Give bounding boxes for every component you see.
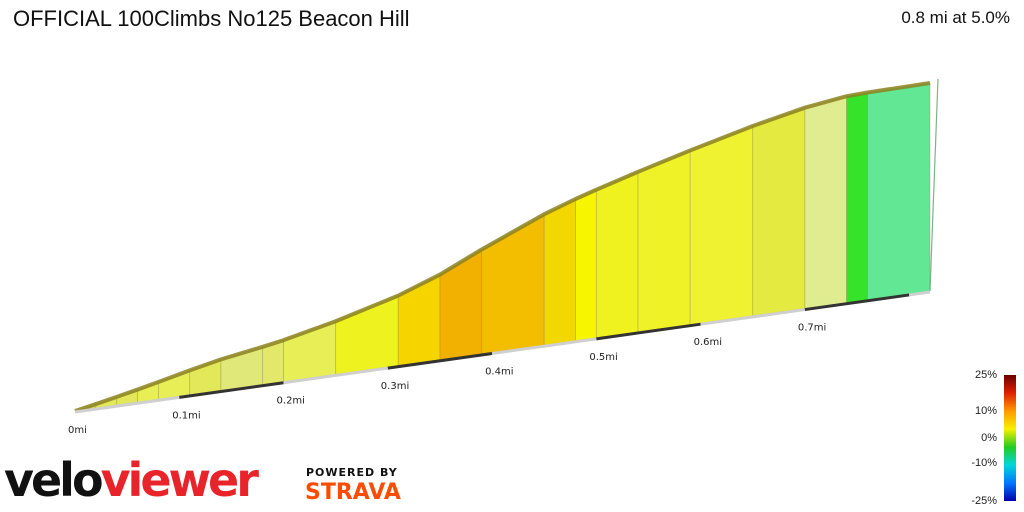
profile-segment [595,171,639,339]
profile-segment [846,92,868,304]
x-tick-label: 0.6mi [694,337,722,348]
x-tick-label: 0.4mi [485,366,513,377]
logo-viewer-text: viewer [100,453,259,507]
x-tick-label: 0.2mi [277,396,305,407]
profile-segment [481,213,545,355]
profile-end-edge [929,78,939,292]
scale-label: 0% [981,432,997,444]
scale-label: 10% [974,405,997,417]
x-tick-label: 0.3mi [381,381,409,392]
page-title: OFFICIAL 100Climbs No125 Beacon Hill [13,6,410,31]
profile-segment [804,95,847,310]
axis-band [283,366,389,385]
logo-velo-text: velo [4,453,104,507]
profile-segment [543,198,576,346]
axis-band [908,290,931,297]
x-tick-label: 0.5mi [589,352,617,363]
axis-band [596,322,701,341]
strava-logo: STRAVA [305,480,401,505]
axis-band [74,395,180,414]
climb-summary: 0.8 mi at 5.0% [901,8,1010,27]
scale-label: 25% [974,369,997,381]
scale-label: -10% [971,457,997,469]
x-tick-label: 0.1mi [172,410,200,421]
profile-segment [689,125,754,326]
profile-segments [74,82,931,412]
axis-band [179,381,284,399]
profile-segment [575,189,597,342]
profile-segment [752,107,806,317]
axis-band [387,351,493,370]
gradient-color-scale [1004,375,1016,501]
x-tick-label: 0.7mi [798,323,826,334]
profile-segment [867,82,931,301]
axis-band [804,293,910,312]
profile-segment [397,273,441,367]
profile-top-edge [74,81,931,413]
powered-by-label: POWERED BY [306,466,398,479]
x-tick-label: 0mi [68,425,87,436]
axis-band [700,308,806,326]
scale-label: -25% [971,495,997,507]
distance-axis: 0mi 0.1mi 0.2mi 0.3mi 0.4mi 0.5mi 0.6mi 0.7mi [68,290,931,436]
axis-band [491,337,597,355]
profile-segment [439,248,483,361]
profile-ridge [74,78,939,413]
profile-segment [637,149,691,333]
